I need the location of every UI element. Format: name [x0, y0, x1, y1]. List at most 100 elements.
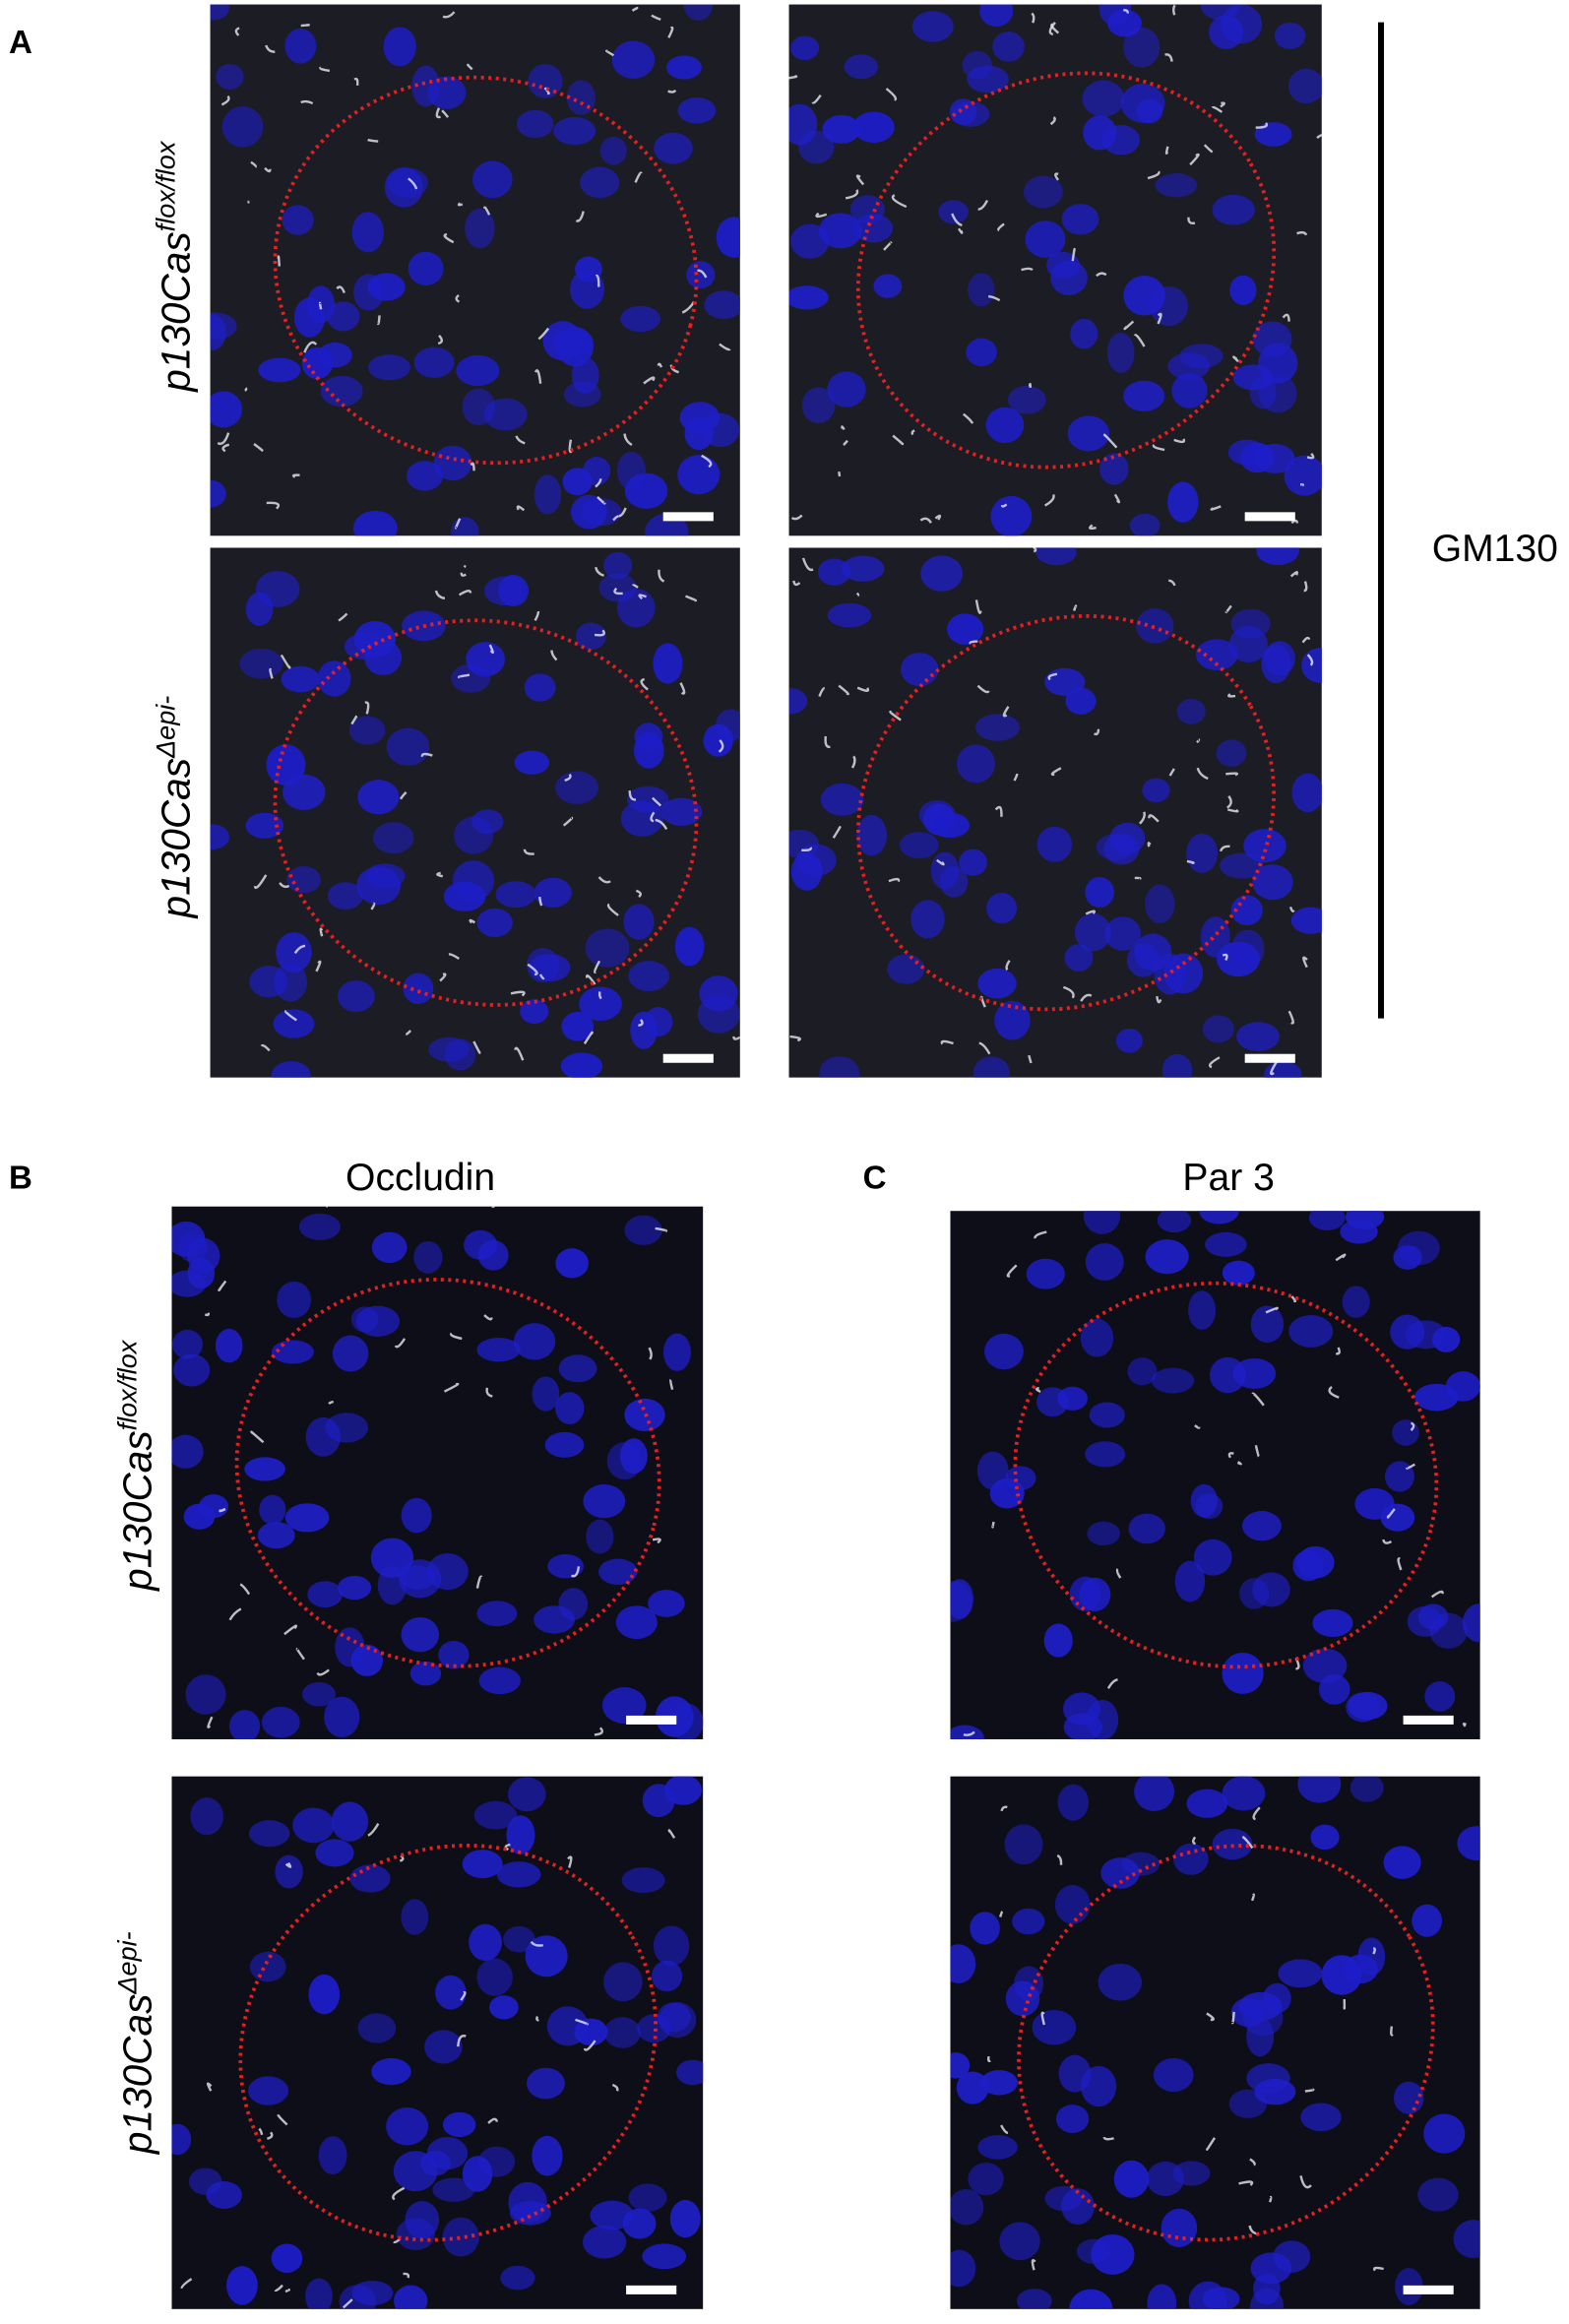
nucleus: [1173, 1843, 1209, 1875]
nucleus: [985, 407, 1025, 443]
stain-signal: [1250, 1893, 1256, 1902]
nucleus: [544, 1431, 585, 1458]
nucleus: [275, 1854, 303, 1889]
stain-signal: [1123, 9, 1129, 14]
nucleus: [683, 4, 714, 21]
nucleus: [528, 64, 563, 98]
nucleus: [575, 622, 606, 651]
nucleus: [1128, 1513, 1165, 1544]
nucleus: [701, 412, 740, 448]
stain-signal: [1164, 53, 1173, 62]
nucleus: [1193, 1539, 1232, 1576]
stain-signal: [1328, 1385, 1340, 1399]
stain-signal: [467, 63, 473, 71]
nucleus: [406, 461, 444, 491]
nucleus: [271, 1061, 311, 1078]
nucleus: [555, 1248, 589, 1279]
nucleus: [352, 510, 398, 536]
nucleus: [817, 558, 851, 586]
stain-signal: [1397, 1557, 1403, 1571]
stain-signal: [811, 94, 822, 104]
nucleus: [282, 205, 314, 235]
nucleus: [500, 2265, 535, 2291]
nucleus: [1414, 1383, 1459, 1412]
nucleus: [1017, 2289, 1052, 2309]
stain-signal: [969, 640, 978, 645]
nucleus: [451, 517, 479, 536]
nucleus: [401, 1497, 432, 1534]
nucleus: [1134, 933, 1172, 972]
nucleus: [462, 1850, 503, 1879]
stain-signal: [514, 1046, 525, 1061]
nucleus: [1104, 916, 1142, 951]
nucleus: [703, 723, 733, 757]
nucleus: [1229, 275, 1257, 305]
nucleus: [308, 1974, 341, 2015]
stain-signal: [1206, 2137, 1217, 2151]
nucleus: [183, 1503, 216, 1530]
nucleus: [171, 1270, 207, 1297]
stain-signal: [1241, 1835, 1254, 1850]
nucleus: [348, 716, 386, 745]
nucleus: [371, 2057, 411, 2086]
stain-signal: [1255, 122, 1269, 129]
nucleus: [1055, 2104, 1090, 2133]
nucleus: [566, 80, 596, 115]
stain-signal: [543, 87, 550, 95]
nucleus: [1076, 2238, 1111, 2265]
nucleus: [562, 468, 593, 496]
nucleus: [476, 908, 513, 938]
stain-signal: [280, 654, 291, 669]
nucleus: [1123, 27, 1161, 68]
nucleus: [1064, 944, 1094, 972]
stain-signal: [1211, 105, 1224, 113]
stain-signal: [1148, 814, 1160, 823]
nucleus: [210, 312, 237, 340]
nucleus: [1171, 373, 1208, 408]
stain-signal: [1013, 773, 1019, 782]
stain-signal: [1093, 728, 1100, 736]
nucleus: [171, 1434, 204, 1469]
stain-signal: [406, 1030, 412, 1036]
stain-signal: [1071, 247, 1076, 262]
stain-signal: [994, 805, 1003, 817]
stain-signal: [239, 1583, 251, 1596]
nucleus: [558, 1354, 597, 1383]
nucleus: [383, 27, 416, 67]
stain-signal: [353, 77, 359, 87]
nucleus: [292, 1807, 335, 1844]
nucleus: [301, 1681, 336, 1707]
stain-signal: [1270, 1060, 1279, 1076]
nucleus: [1123, 380, 1165, 411]
stain-signal: [253, 443, 264, 453]
nucleus: [1113, 2160, 1150, 2198]
stain-signal: [1173, 438, 1186, 444]
stain-signal: [220, 94, 230, 106]
stain-signal: [336, 285, 345, 293]
nucleus: [697, 994, 740, 1034]
stain-signal: [658, 569, 665, 583]
nucleus: [1195, 1493, 1224, 1520]
nucleus: [615, 1605, 658, 1640]
nucleus: [1278, 1959, 1323, 1988]
nucleus: [1291, 773, 1322, 813]
stain-signal: [951, 213, 963, 227]
nucleus: [1228, 626, 1269, 663]
nucleus: [992, 31, 1025, 62]
nucleus: [938, 200, 969, 224]
row-label: p130CasΔepi-: [151, 696, 198, 920]
nucleus: [1188, 2281, 1227, 2309]
stain-signal: [510, 990, 526, 997]
nucleus: [1081, 2065, 1117, 2107]
nucleus: [887, 954, 925, 984]
nucleus: [1146, 2161, 1185, 2197]
stain-signal: [1034, 1230, 1047, 1239]
stain-signal: [1238, 2180, 1254, 2186]
stain-signal: [567, 1855, 573, 1868]
stain-signal: [855, 592, 860, 597]
nucleus: [401, 1899, 429, 1935]
stain-signal: [1189, 153, 1200, 166]
stain-signal: [1265, 1306, 1279, 1314]
nucleus: [1106, 332, 1135, 373]
